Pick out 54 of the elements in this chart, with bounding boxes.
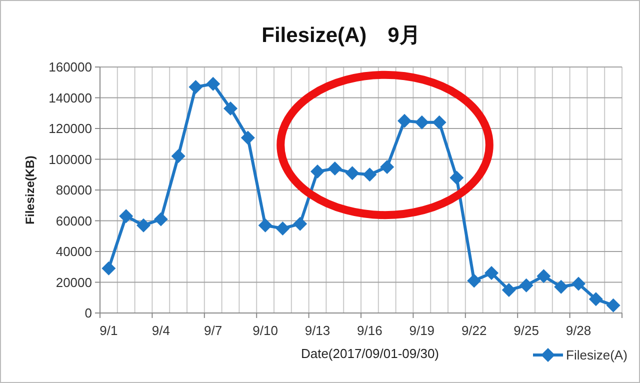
x-tick-label: 9/28	[566, 323, 592, 338]
point	[588, 292, 603, 306]
point	[171, 149, 186, 164]
chart-title: Filesize(A) 9月	[262, 24, 420, 47]
point	[328, 161, 342, 176]
point	[276, 221, 290, 236]
point	[345, 166, 360, 180]
y-tick-label: 40000	[56, 244, 92, 259]
y-tick-label: 60000	[56, 213, 92, 228]
y-tick-label: 120000	[48, 121, 92, 136]
point	[258, 218, 272, 232]
y-tick-label: 100000	[48, 152, 92, 167]
point	[554, 280, 568, 294]
legend: Filesize(A)	[533, 348, 628, 362]
point	[484, 266, 498, 280]
point	[414, 115, 429, 130]
x-tick-label: 9/22	[461, 323, 487, 338]
point	[380, 160, 394, 174]
point	[606, 298, 620, 312]
y-tick-label: 20000	[56, 274, 92, 290]
point	[362, 168, 377, 182]
x-tick-label: 9/10	[252, 323, 278, 338]
x-axis-title: Date(2017/09/01-09/30)	[300, 346, 440, 361]
point	[398, 114, 412, 128]
x-tick-label: 9/4	[152, 323, 170, 338]
point	[519, 278, 534, 292]
x-tick-label: 9/13	[304, 323, 330, 338]
x-tick-label: 9/1	[100, 323, 118, 338]
point	[310, 164, 324, 179]
y-tick-label: 80000	[56, 182, 92, 198]
x-tick-label: 9/25	[514, 323, 539, 338]
point	[536, 269, 551, 284]
point	[432, 115, 446, 130]
y-tick-label: 0	[84, 306, 92, 320]
point	[188, 80, 203, 94]
point	[102, 261, 116, 276]
point	[119, 209, 134, 224]
y-axis-title: Filesize(KB)	[23, 156, 37, 224]
legend-label: Filesize(A)	[566, 348, 628, 362]
y-tick-label: 140000	[48, 90, 92, 106]
point	[450, 170, 464, 185]
point	[136, 218, 150, 232]
y-tick-label: 160000	[48, 60, 92, 74]
point	[154, 212, 168, 226]
point	[502, 282, 516, 297]
point	[467, 274, 482, 288]
point	[206, 76, 220, 91]
point	[572, 276, 586, 291]
x-tick-label: 9/19	[409, 323, 435, 338]
x-tick-label: 9/16	[357, 323, 382, 338]
x-tick-label: 9/7	[204, 323, 222, 338]
point	[224, 102, 238, 116]
point	[240, 130, 255, 145]
point	[293, 216, 308, 231]
